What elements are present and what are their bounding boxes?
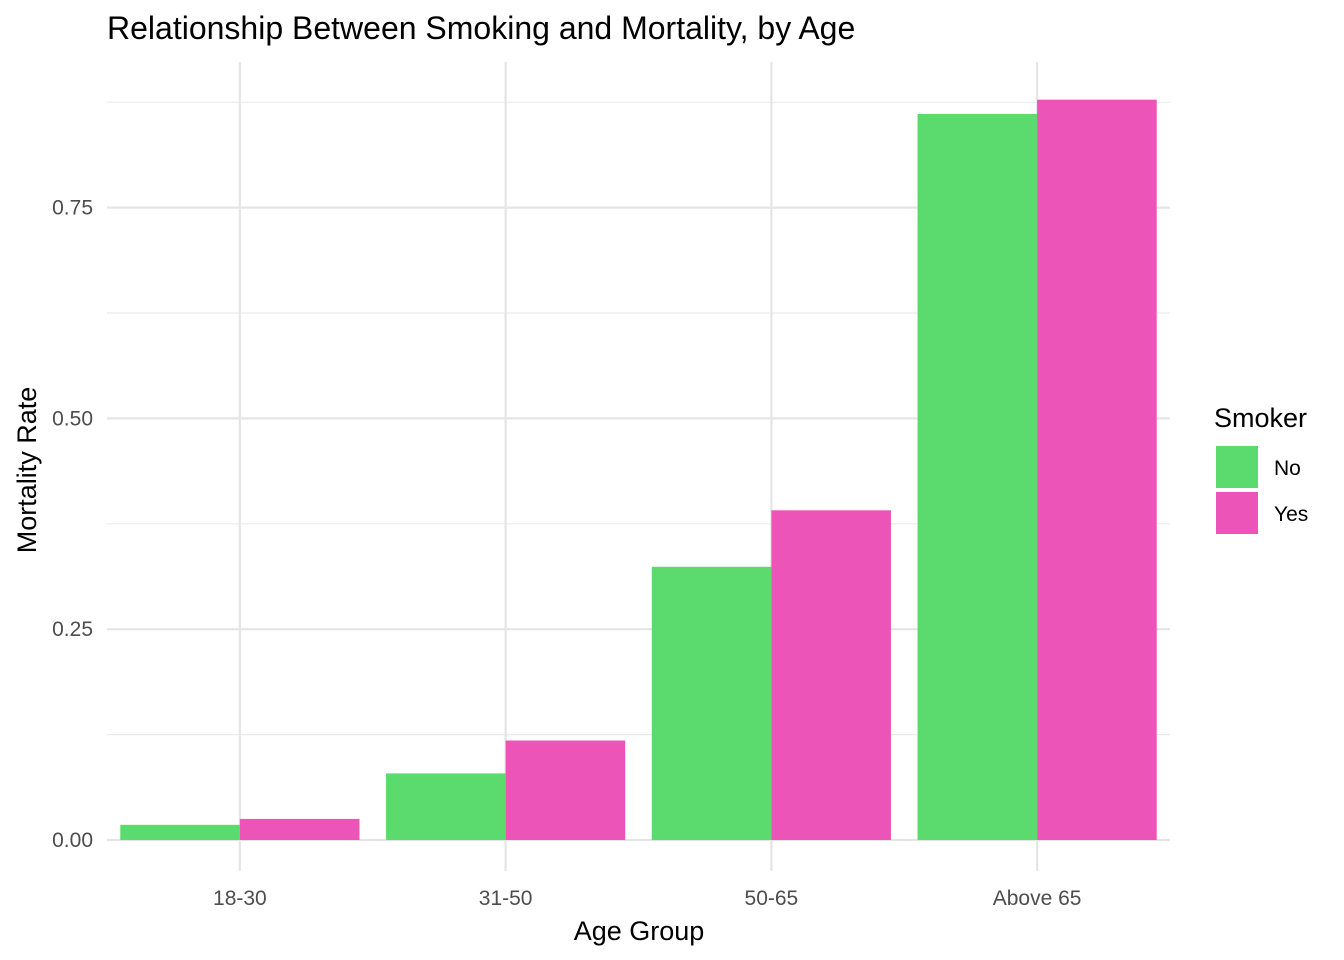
legend: Smoker No Yes (1214, 403, 1308, 534)
y-tick-label: 0.50 (52, 407, 93, 430)
y-axis-title: Mortality Rate (12, 387, 42, 554)
x-tick-label: 50-65 (745, 887, 799, 910)
bar-yes-above-65 (1037, 99, 1157, 840)
y-tick-label: 0.25 (52, 618, 93, 641)
legend-label-no: No (1274, 457, 1301, 480)
x-tick-label: 18-30 (213, 887, 267, 910)
bar-no-above-65 (917, 114, 1038, 840)
legend-items: No Yes (1216, 446, 1308, 534)
bar-yes-18-30 (239, 818, 360, 840)
bar-yes-50-65 (771, 510, 891, 840)
y-tick-label: 0.00 (52, 829, 93, 852)
legend-title: Smoker (1214, 403, 1307, 433)
bar-no-31-50 (386, 773, 506, 840)
bars-layer (120, 99, 1157, 840)
legend-key-yes (1216, 492, 1258, 534)
legend-label-yes: Yes (1274, 503, 1308, 526)
bar-yes-31-50 (505, 740, 626, 840)
bar-no-18-30 (120, 824, 240, 840)
x-tick-label: Above 65 (993, 887, 1082, 910)
x-axis-title: Age Group (574, 916, 705, 946)
chart-title: Relationship Between Smoking and Mortali… (107, 10, 855, 46)
bar-no-50-65 (651, 566, 772, 840)
legend-key-no (1216, 446, 1258, 488)
x-tick-label: 31-50 (479, 887, 533, 910)
y-tick-label: 0.75 (52, 197, 93, 220)
axes-layer: 0.00 0.25 0.50 0.75 18-30 31-50 50-65 Above 65 (52, 197, 1081, 910)
